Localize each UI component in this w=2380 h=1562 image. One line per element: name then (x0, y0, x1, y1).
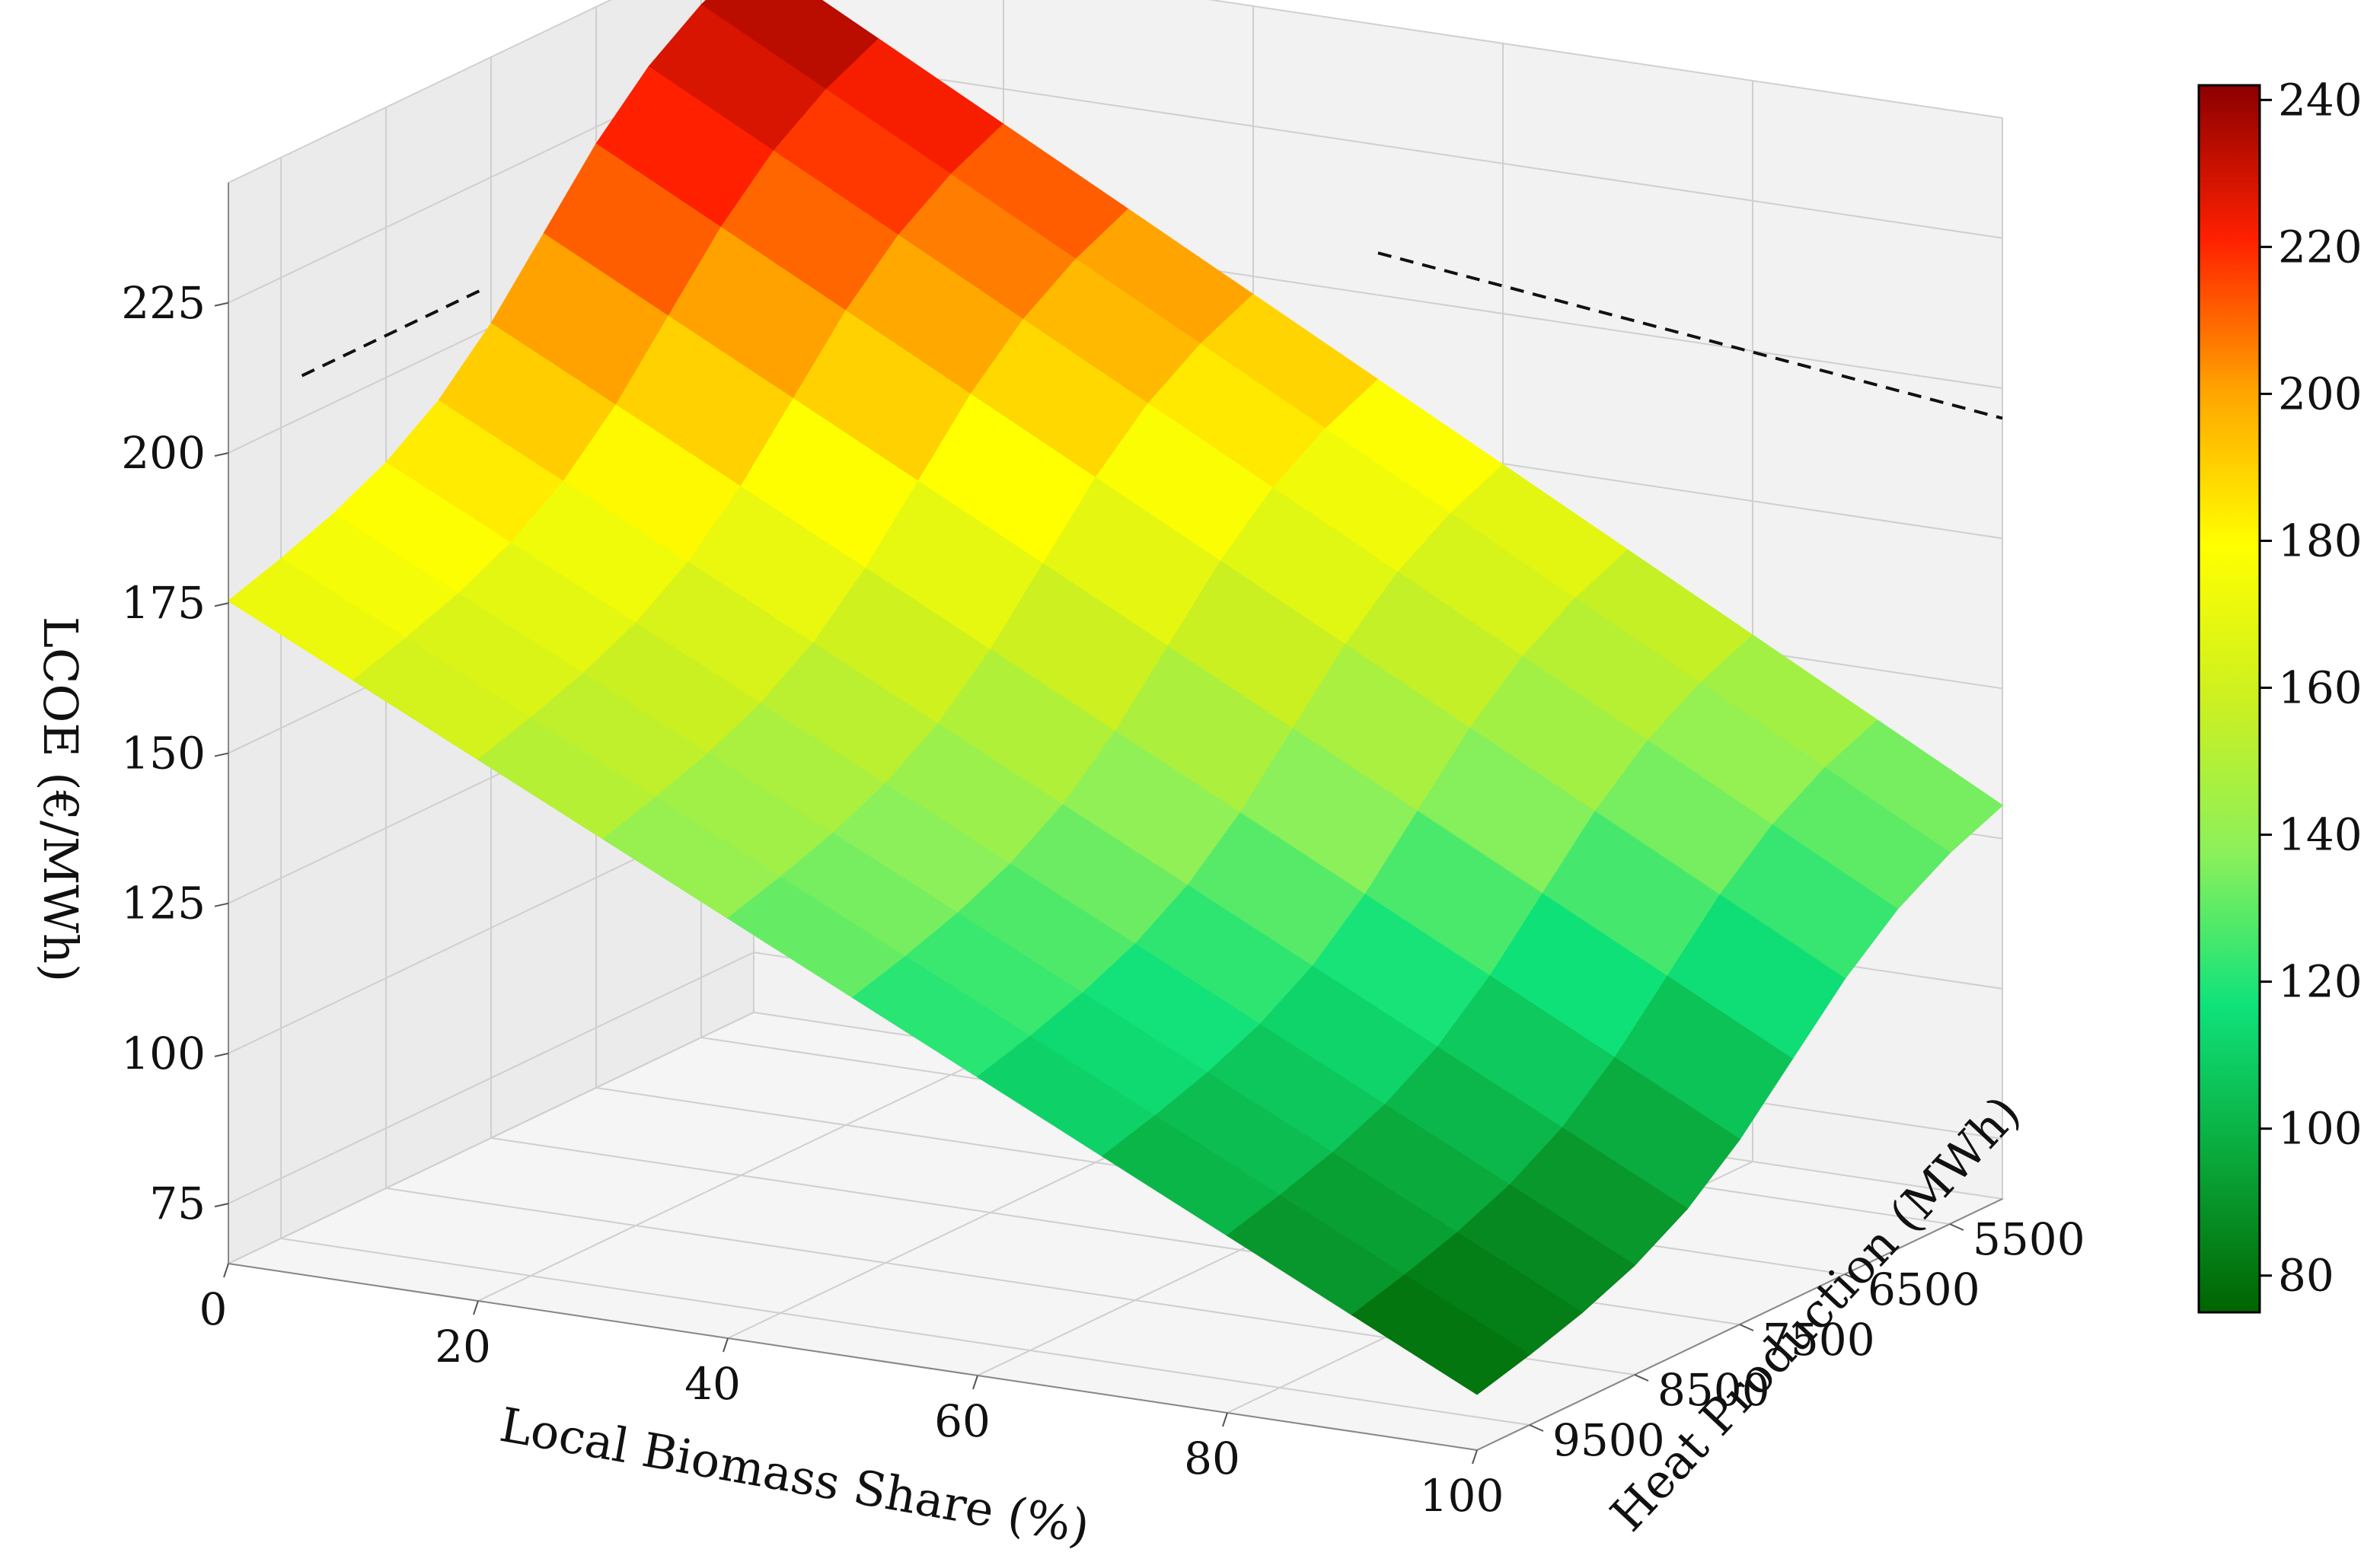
colorbar-tick-label: 240 (2278, 74, 2362, 126)
z-tick-label: 75 (149, 1178, 206, 1229)
z-tick-mark (214, 301, 229, 307)
z-axis-title: LCOE (€/MWh) (33, 617, 88, 982)
colorbar-tick-label: 220 (2278, 221, 2362, 273)
x-tick-mark (1222, 1412, 1228, 1427)
x-tick-mark (972, 1375, 978, 1390)
x-tick-label: 80 (1184, 1433, 1240, 1484)
grid-line (753, 50, 2003, 239)
colorbar-tick-label: 200 (2278, 368, 2362, 419)
colorbar-tick-label: 180 (2278, 515, 2362, 566)
colorbar-tick-label: 160 (2278, 662, 2362, 714)
x-tick-mark (1472, 1449, 1478, 1465)
y-tick-label: 7500 (1763, 1314, 1875, 1366)
colorbar-tick-label: 100 (2278, 1103, 2362, 1155)
y-tick-mark (1844, 1274, 1859, 1281)
z-tick-label: 150 (121, 727, 206, 779)
y-tick-mark (1529, 1424, 1544, 1432)
z-tick-label: 100 (121, 1028, 206, 1079)
reference-line (301, 251, 2003, 420)
colorbar-ticks: 80 100 120 140 160 180 200 220 240 (2260, 74, 2362, 1302)
z-tick-label: 175 (121, 577, 206, 629)
colorbar-tick-label: 80 (2278, 1250, 2334, 1302)
x-tick-label: 0 (199, 1283, 228, 1335)
y-tick-mark (1634, 1374, 1649, 1382)
z-tick-label: 125 (121, 878, 206, 929)
y-tick-label: 5500 (1973, 1213, 2085, 1265)
z-tick-mark (214, 602, 229, 607)
grid-line (228, 952, 755, 1205)
x-tick-label: 40 (684, 1358, 741, 1410)
y-tick-label: 9500 (1552, 1414, 1665, 1466)
z-tick-mark (214, 902, 229, 907)
grid-line (280, 1238, 1530, 1426)
colorbar-tick-label: 140 (2278, 809, 2362, 861)
z-tick-mark (214, 452, 229, 457)
y-tick-mark (1949, 1223, 1964, 1231)
z-tick-label: 225 (121, 277, 206, 329)
z-tick-label: 200 (121, 427, 206, 479)
reference-line-left (301, 288, 482, 378)
z-tick-mark (214, 1203, 229, 1208)
x-tick-label: 20 (435, 1321, 491, 1372)
x-tick-mark (723, 1337, 729, 1353)
y-tick-label: 6500 (1868, 1264, 1980, 1315)
y-tick-label: 8500 (1657, 1364, 1770, 1416)
x-tick-mark (223, 1263, 229, 1278)
colorbar (2197, 84, 2261, 1314)
z-tick-mark (214, 752, 229, 757)
x-axis-title: Local Biomass Share (%) (496, 1397, 1093, 1555)
reference-line-right (1377, 251, 2003, 420)
x-axis-line (228, 1263, 1478, 1451)
y-tick-mark (1739, 1324, 1754, 1331)
z-tick-mark (214, 1052, 229, 1057)
x-tick-label: 60 (934, 1395, 991, 1447)
surface-patch (1351, 1274, 1531, 1395)
surface-patches (227, 0, 2004, 1395)
x-tick-label: 100 (1420, 1470, 1504, 1522)
colorbar-tick-label: 120 (2278, 956, 2362, 1008)
x-tick-mark (473, 1300, 479, 1315)
